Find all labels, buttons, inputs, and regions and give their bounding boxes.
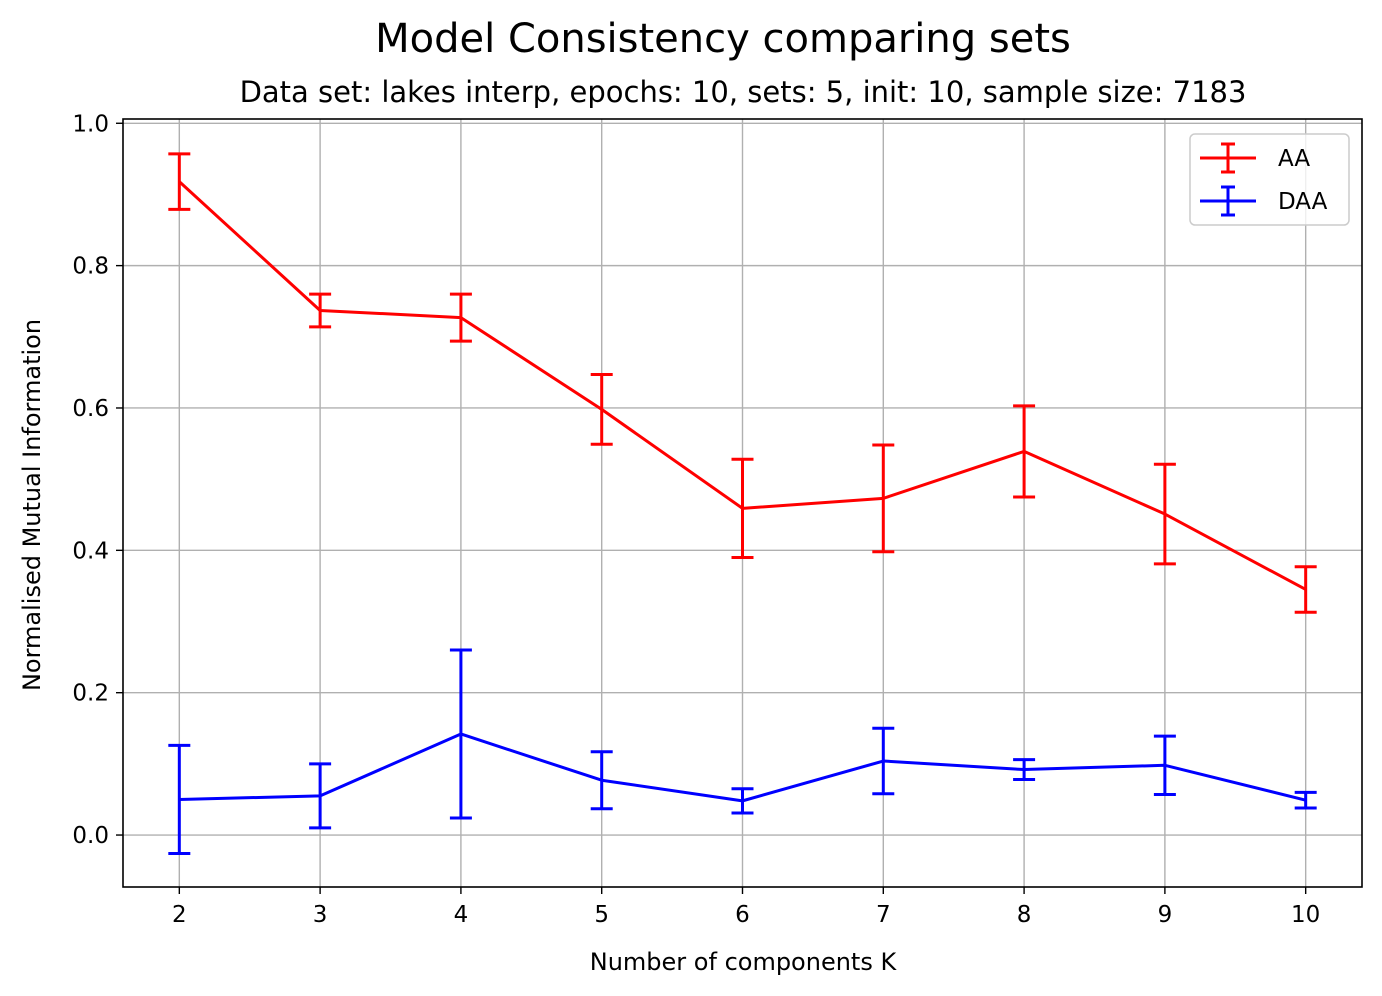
y-axis-label: Normalised Mutual Information (18, 319, 46, 691)
error-bar-aa (1013, 404, 1036, 499)
x-tick-label: 4 (454, 902, 469, 928)
legend-entry-aa: AA (1200, 142, 1310, 174)
series-layer (168, 152, 1317, 856)
x-tick-label: 2 (172, 902, 187, 928)
x-tick-label: 5 (594, 902, 609, 928)
legend-label-aa: AA (1278, 146, 1310, 172)
y-tick-label: 0.0 (72, 823, 109, 849)
error-bar-aa (449, 292, 472, 343)
axes: 2 3 4 5 6 7 8 9 10 0.0 0.2 0.4 0.6 0.8 1.0 (72, 111, 1320, 928)
chart-title: Model Consistency comparing sets (375, 16, 1071, 62)
error-bar-daa (168, 743, 191, 856)
chart-subtitle: Data set: lakes interp, epochs: 10, sets… (240, 75, 1247, 109)
error-bar-aa (1294, 565, 1317, 614)
y-tick-label: 0.2 (72, 681, 109, 707)
x-tick-label: 7 (876, 902, 891, 928)
series-aa (168, 152, 1317, 614)
x-tick-label: 6 (735, 902, 750, 928)
x-axis-label: Number of components K (590, 948, 898, 976)
error-bar-aa (1153, 462, 1176, 566)
y-tick-label: 0.8 (72, 254, 109, 280)
x-tick-label: 8 (1017, 902, 1032, 928)
series-daa (168, 648, 1317, 856)
error-bar-daa (1153, 734, 1176, 796)
error-bar-aa (590, 373, 613, 446)
legend-label-daa: DAA (1278, 189, 1328, 215)
y-tick-label: 0.6 (72, 396, 109, 422)
error-bar-aa (731, 457, 754, 559)
y-tick-label: 1.0 (72, 111, 109, 137)
x-tick-label: 9 (1158, 902, 1173, 928)
x-tick-label: 10 (1291, 902, 1320, 928)
error-bar-daa (872, 726, 895, 796)
x-tick-label: 3 (313, 902, 328, 928)
error-bar-daa (1294, 790, 1317, 810)
error-bar-daa (590, 750, 613, 811)
error-bar-daa (449, 648, 472, 820)
y-tick-label: 0.4 (72, 538, 109, 564)
error-bar-daa (731, 787, 754, 815)
error-bar-aa (309, 292, 332, 329)
error-bar-daa (309, 762, 332, 830)
legend-entry-daa: DAA (1200, 185, 1328, 217)
legend: AA DAA (1189, 133, 1350, 226)
error-bar-aa (168, 152, 191, 211)
error-bar-daa (1013, 758, 1036, 782)
error-bar-aa (872, 443, 895, 554)
